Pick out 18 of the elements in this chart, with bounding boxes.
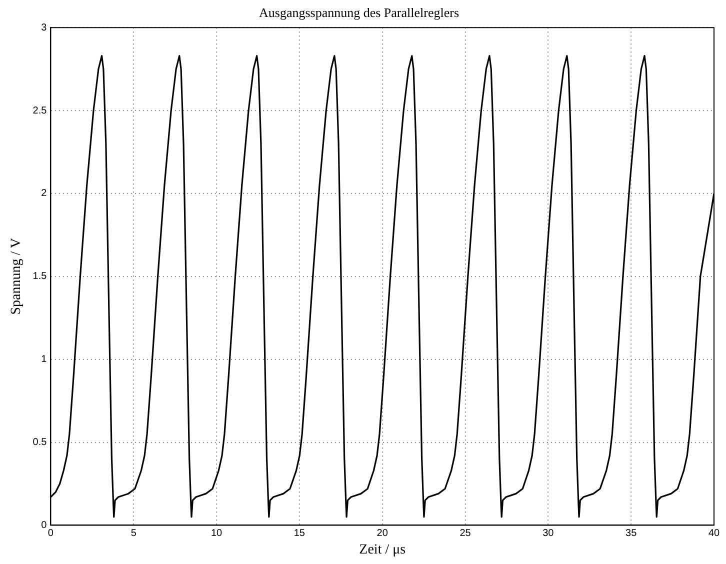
x-tick-label: 25 (460, 528, 472, 539)
y-tick-label: 0 (41, 520, 48, 531)
y-tick-label: 1 (41, 354, 48, 366)
x-tick-label: 5 (130, 528, 137, 539)
x-tick-label: 30 (542, 528, 554, 539)
y-tick-label: 1.5 (32, 271, 48, 282)
y-tick-label: 3 (41, 22, 48, 34)
x-tick-label: 15 (294, 528, 306, 539)
y-tick-label: 2 (41, 188, 48, 200)
y-tick-label: 2.5 (32, 105, 48, 116)
x-tick-label: 10 (210, 528, 223, 539)
y-axis-title: Spannung / V (9, 238, 24, 315)
x-tick-label: 40 (708, 528, 720, 539)
x-axis-title: Zeit / μs (359, 542, 406, 558)
y-tick-label: 0.5 (32, 437, 48, 448)
chart-title: Ausgangsspannung des Parallelreglers (258, 5, 460, 20)
x-tick-label: 20 (376, 528, 388, 539)
x-tick-label: 35 (626, 528, 638, 539)
